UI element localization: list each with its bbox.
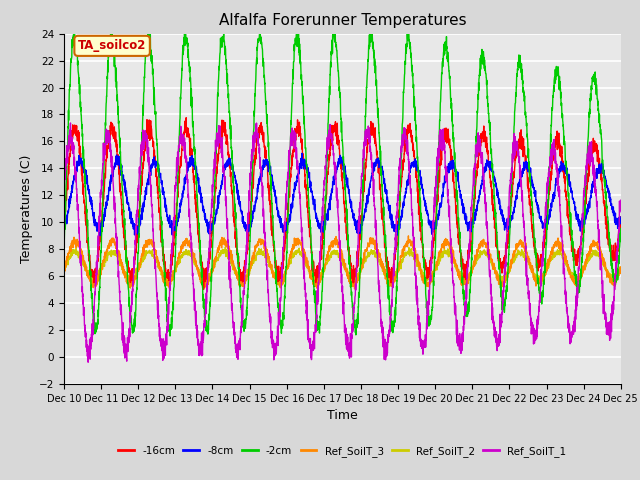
Ref_SoilT_2 <box>274 275 282 280</box>
Ref_SoilT_1 <box>67 120 74 126</box>
-8cm <box>617 216 625 221</box>
-8cm <box>298 150 306 156</box>
X-axis label: Time: Time <box>327 409 358 422</box>
Ref_SoilT_1 <box>157 343 164 348</box>
Ref_SoilT_3 <box>274 280 282 286</box>
Ref_SoilT_1 <box>606 319 614 324</box>
Line: -16cm: -16cm <box>64 118 621 289</box>
Ref_SoilT_3 <box>157 264 164 270</box>
Legend: -16cm, -8cm, -2cm, Ref_SoilT_3, Ref_SoilT_2, Ref_SoilT_1: -16cm, -8cm, -2cm, Ref_SoilT_3, Ref_Soil… <box>114 442 571 461</box>
-16cm <box>298 146 306 152</box>
-2cm <box>124 280 132 286</box>
-8cm <box>60 218 68 224</box>
Title: Alfalfa Forerunner Temperatures: Alfalfa Forerunner Temperatures <box>219 13 466 28</box>
Ref_SoilT_2 <box>124 275 131 281</box>
Ref_SoilT_1 <box>124 349 132 355</box>
-8cm <box>298 159 306 165</box>
Ref_SoilT_2 <box>617 266 625 272</box>
-16cm <box>157 222 164 228</box>
-8cm <box>124 202 132 207</box>
Ref_SoilT_2 <box>60 265 68 271</box>
Ref_SoilT_3 <box>60 264 68 269</box>
-2cm <box>298 79 306 84</box>
-8cm <box>96 233 104 239</box>
-16cm <box>60 215 68 220</box>
-16cm <box>182 115 190 120</box>
Ref_SoilT_3 <box>547 259 554 264</box>
Ref_SoilT_1 <box>298 238 306 244</box>
Y-axis label: Temperatures (C): Temperatures (C) <box>20 155 33 263</box>
Ref_SoilT_1 <box>617 197 625 203</box>
Ref_SoilT_1 <box>274 324 282 330</box>
Ref_SoilT_3 <box>404 233 412 239</box>
-16cm <box>124 263 131 268</box>
-16cm <box>606 249 614 254</box>
Line: Ref_SoilT_1: Ref_SoilT_1 <box>64 123 621 362</box>
Ref_SoilT_3 <box>617 265 625 271</box>
Ref_SoilT_3 <box>351 286 358 292</box>
Ref_SoilT_2 <box>276 280 284 286</box>
Line: -8cm: -8cm <box>64 153 621 236</box>
-8cm <box>606 199 614 205</box>
Line: -2cm: -2cm <box>64 34 621 336</box>
-16cm <box>274 278 282 284</box>
Ref_SoilT_1 <box>84 360 92 365</box>
Ref_SoilT_3 <box>124 277 131 283</box>
-16cm <box>547 182 554 188</box>
Line: Ref_SoilT_3: Ref_SoilT_3 <box>64 236 621 289</box>
-2cm <box>70 31 78 36</box>
Ref_SoilT_3 <box>606 275 614 280</box>
-16cm <box>617 214 625 220</box>
-2cm <box>606 240 614 245</box>
Ref_SoilT_1 <box>547 162 554 168</box>
Text: TA_soilco2: TA_soilco2 <box>78 39 147 52</box>
Ref_SoilT_1 <box>60 175 68 180</box>
Ref_SoilT_2 <box>606 274 614 280</box>
Ref_SoilT_2 <box>157 268 164 274</box>
Ref_SoilT_2 <box>547 258 554 264</box>
-2cm <box>60 241 68 247</box>
-8cm <box>157 175 164 180</box>
-2cm <box>547 147 554 153</box>
-16cm <box>200 287 207 292</box>
-8cm <box>274 209 282 215</box>
-8cm <box>547 206 554 212</box>
-2cm <box>617 226 625 231</box>
-2cm <box>157 209 164 215</box>
-2cm <box>166 333 174 339</box>
Ref_SoilT_2 <box>221 244 229 250</box>
Line: Ref_SoilT_2: Ref_SoilT_2 <box>64 247 621 283</box>
Ref_SoilT_3 <box>298 241 305 247</box>
Ref_SoilT_2 <box>298 253 306 259</box>
-2cm <box>274 300 282 306</box>
